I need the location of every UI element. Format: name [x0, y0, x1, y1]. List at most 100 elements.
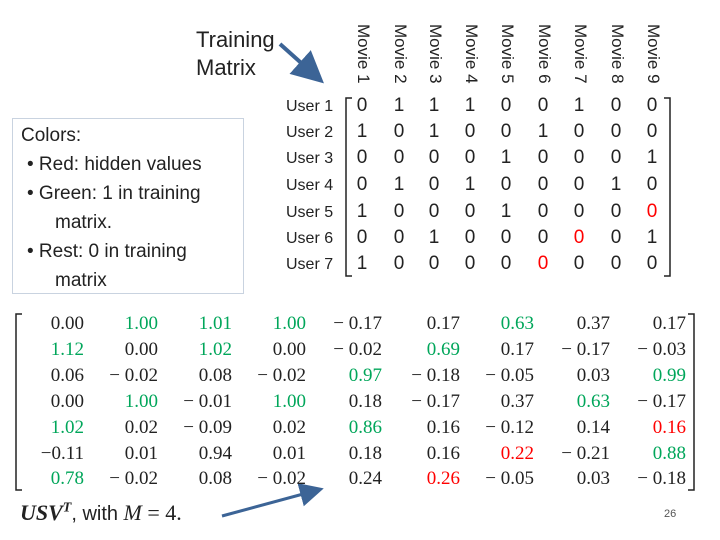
user-label-7: User 7	[286, 256, 334, 273]
training-cell: 0	[428, 174, 440, 195]
prediction-cell: 1.12	[50, 339, 84, 360]
prediction-cell: 0.02	[124, 417, 158, 438]
prediction-right-bracket	[688, 313, 695, 491]
formula-usv: USV	[20, 500, 63, 525]
user-label-3: User 3	[286, 150, 334, 167]
prediction-cell: 0.94	[198, 443, 232, 464]
training-cell: 0	[393, 253, 405, 274]
user-label-4: User 4	[286, 177, 334, 194]
user-label-5: User 5	[286, 204, 334, 221]
movie-label-4: Movie 4	[462, 24, 481, 84]
legend-item-rest: • Rest: 0 in training	[27, 241, 187, 262]
training-cell: 0	[610, 253, 622, 274]
movie-label-9: Movie 9	[644, 24, 663, 84]
prediction-cell: 0.86	[348, 417, 382, 438]
training-cell: 0	[428, 147, 440, 168]
training-cell: 0	[464, 227, 476, 248]
prediction-cell: − 0.03	[637, 339, 686, 360]
training-cell: 0	[464, 253, 476, 274]
prediction-cell: 0.01	[272, 443, 306, 464]
prediction-cell: 0.00	[124, 339, 158, 360]
prediction-cell: 0.08	[198, 468, 232, 489]
prediction-cell: 0.88	[652, 443, 686, 464]
training-cell: 1	[393, 174, 405, 195]
training-cell: 1	[356, 253, 368, 274]
movie-label-1: Movie 1	[354, 24, 373, 84]
prediction-cell: − 0.17	[411, 391, 460, 412]
prediction-cell: 0.00	[50, 391, 84, 412]
colors-legend: Colors: • Red: hidden values • Green: 1 …	[12, 118, 244, 294]
training-left-bracket	[345, 97, 352, 277]
prediction-cell: 0.00	[50, 313, 84, 334]
prediction-cell: − 0.18	[637, 468, 686, 489]
prediction-cell: 1.01	[198, 313, 232, 334]
prediction-cell: − 0.17	[333, 313, 382, 334]
training-cell: 0	[537, 227, 549, 248]
formula: USVT, with M = 4.	[20, 500, 182, 526]
movie-label-8: Movie 8	[608, 24, 627, 84]
prediction-cell: −0.11	[40, 443, 84, 464]
prediction-cell: 0.16	[652, 417, 686, 438]
training-cell: 1	[464, 174, 476, 195]
prediction-cell: 1.00	[272, 391, 306, 412]
legend-item-green-cont: matrix.	[55, 212, 112, 233]
training-cell: 0	[428, 253, 440, 274]
training-cell: 0	[500, 95, 512, 116]
prediction-cell: − 0.09	[183, 417, 232, 438]
prediction-cell: 0.26	[426, 468, 460, 489]
formula-with: , with	[71, 503, 119, 525]
prediction-cell: 0.37	[500, 391, 534, 412]
prediction-cell: 1.00	[124, 391, 158, 412]
training-cell: 1	[428, 95, 440, 116]
training-cell: 0	[537, 174, 549, 195]
training-cell: 0	[464, 147, 476, 168]
training-cell: 1	[356, 201, 368, 222]
prediction-cell: − 0.05	[485, 365, 534, 386]
movie-label-7: Movie 7	[571, 24, 590, 84]
prediction-cell: 0.06	[50, 365, 84, 386]
formula-m: M	[123, 500, 142, 525]
training-cell: 0	[573, 174, 585, 195]
training-cell: 0	[428, 201, 440, 222]
prediction-cell: − 0.12	[485, 417, 534, 438]
training-cell: 0	[393, 227, 405, 248]
prediction-cell: − 0.02	[257, 365, 306, 386]
training-cell: 0	[646, 253, 658, 274]
movie-label-6: Movie 6	[535, 24, 554, 84]
prediction-cell: 0.01	[124, 443, 158, 464]
training-cell: 1	[500, 201, 512, 222]
training-cell: 0	[393, 121, 405, 142]
prediction-cell: − 0.17	[637, 391, 686, 412]
prediction-cell: − 0.02	[257, 468, 306, 489]
training-cell: 0	[393, 201, 405, 222]
training-cell: 0	[393, 147, 405, 168]
prediction-cell: 0.08	[198, 365, 232, 386]
prediction-cell: 1.00	[272, 313, 306, 334]
training-cell: 0	[573, 121, 585, 142]
training-cell: 1	[573, 95, 585, 116]
user-label-6: User 6	[286, 230, 334, 247]
training-cell: 0	[610, 95, 622, 116]
training-cell: 1	[646, 147, 658, 168]
prediction-cell: − 0.02	[109, 468, 158, 489]
prediction-cell: 0.17	[426, 313, 460, 334]
formula-eq: = 4.	[147, 500, 182, 525]
training-cell: 0	[500, 121, 512, 142]
prediction-cell: 0.99	[652, 365, 686, 386]
training-cell: 1	[428, 227, 440, 248]
prediction-cell: 1.02	[198, 339, 232, 360]
prediction-cell: − 0.17	[561, 339, 610, 360]
prediction-cell: 0.14	[576, 417, 610, 438]
movie-label-5: Movie 5	[498, 24, 517, 84]
training-cell: 0	[356, 95, 368, 116]
training-cell: 0	[573, 201, 585, 222]
training-cell: 1	[646, 227, 658, 248]
training-cell: 0	[646, 174, 658, 195]
prediction-cell: − 0.21	[561, 443, 610, 464]
training-cell: 1	[356, 121, 368, 142]
prediction-cell: 0.22	[500, 443, 534, 464]
prediction-cell: 0.17	[500, 339, 534, 360]
prediction-cell: 0.18	[348, 391, 382, 412]
prediction-cell: − 0.05	[485, 468, 534, 489]
